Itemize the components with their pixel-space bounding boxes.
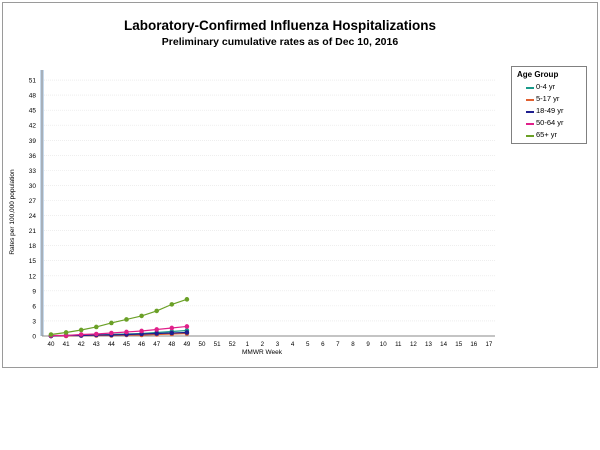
x-tick-label: 47 (153, 341, 160, 348)
x-tick-label: 17 (485, 341, 492, 348)
y-axis-label: Rates per 100,000 population (9, 169, 16, 255)
data-point (109, 320, 114, 326)
y-tick-label: 9 (32, 288, 36, 295)
x-tick-label: 50 (199, 341, 206, 348)
legend-label: 5-17 yr (536, 94, 560, 103)
x-tick-label: 51 (214, 341, 221, 348)
y-tick-label: 48 (29, 93, 37, 100)
x-tick-label: 40 (48, 341, 55, 348)
y-tick-label: 6 (32, 303, 36, 310)
legend-item: 5-17 yr (526, 93, 586, 105)
data-point (169, 330, 175, 336)
data-point (139, 328, 144, 334)
x-tick-label: 42 (78, 341, 85, 348)
data-point (94, 331, 99, 337)
legend-label: 0-4 yr (536, 82, 556, 91)
legend: Age Group 0-4 yr 5-17 yr 18-49 yr 50-64 yr 6… (511, 66, 587, 144)
chart-title: Laboratory-Confirmed Influenza Hospitali… (123, 18, 437, 33)
data-point (154, 308, 159, 314)
data-point (78, 332, 84, 337)
x-tick-label: 16 (470, 341, 477, 348)
data-point (48, 332, 54, 337)
legend-item: 18-49 yr (526, 105, 586, 117)
y-tick-label: 33 (29, 168, 37, 175)
chart-subtitle: Preliminary cumulative rates as of Dec 1… (161, 36, 399, 48)
data-point (184, 324, 190, 329)
legend-swatch (526, 135, 534, 137)
y-tick-label: 39 (29, 138, 37, 145)
y-tick-label: 0 (32, 334, 36, 341)
x-tick-label: 46 (138, 341, 145, 348)
series-line (51, 325, 187, 337)
data-point (169, 302, 175, 307)
series-lines (48, 297, 190, 339)
x-tick-label: 52 (229, 341, 236, 348)
x-axis-label: MMWR Week (242, 349, 283, 356)
legend-swatch (526, 87, 534, 89)
legend-swatch (526, 111, 534, 113)
x-tick-label: 1 (246, 341, 250, 348)
data-point (169, 325, 175, 331)
legend-swatch (526, 123, 534, 125)
x-tick-labels: 40 41 42 43 44 45 46 47 48 49 50 51 52 1 2 3 4 5 6 7 8 9 10 11 1… (48, 341, 493, 348)
y-tick-label: 27 (29, 198, 37, 205)
data-point (94, 324, 99, 330)
data-point (139, 313, 144, 319)
x-tick-label: 44 (108, 341, 115, 348)
data-point (184, 297, 190, 302)
x-tick-label: 15 (455, 341, 462, 348)
data-point (63, 330, 69, 335)
legend-title: Age Group (517, 70, 559, 79)
x-tick-label: 41 (63, 341, 70, 348)
y-tick-label: 30 (29, 183, 37, 190)
y-tick-label: 3 (32, 318, 36, 325)
x-tick-label: 11 (395, 341, 402, 348)
y-tick-label: 42 (29, 123, 37, 130)
x-tick-label: 6 (321, 341, 325, 348)
legend-label: 65+ yr (536, 130, 558, 139)
legend-item: 50-64 yr (526, 117, 586, 129)
x-tick-label: 4 (291, 341, 295, 348)
data-point (124, 317, 129, 322)
x-tick-label: 12 (410, 341, 417, 348)
gridlines (42, 79, 495, 322)
y-tick-label: 18 (29, 243, 37, 250)
y-tick-label: 21 (29, 228, 37, 235)
data-point (184, 330, 190, 335)
x-tick-label: 3 (276, 341, 280, 348)
legend-swatch (526, 99, 534, 101)
data-point (109, 330, 114, 336)
x-tick-label: 49 (183, 341, 190, 348)
x-tick-label: 5 (306, 341, 310, 348)
x-tick-label: 45 (123, 341, 130, 348)
legend-label: 18-49 yr (536, 106, 564, 115)
chart-frame (2, 2, 598, 368)
legend-item: 0-4 yr (526, 81, 586, 93)
data-point (154, 331, 159, 336)
x-tick-label: 48 (168, 341, 175, 348)
y-tick-label: 36 (29, 153, 37, 160)
y-tick-label: 24 (29, 213, 37, 220)
series-line (50, 298, 188, 336)
x-tick-label: 10 (380, 341, 387, 348)
data-point (124, 329, 129, 335)
legend-label: 50-64 yr (536, 118, 564, 127)
data-point (154, 327, 159, 332)
legend-items: 0-4 yr 5-17 yr 18-49 yr 50-64 yr 65+ yr (512, 81, 586, 141)
data-point (78, 327, 84, 333)
y-tick-label: 15 (29, 258, 37, 265)
x-tick-label: 43 (93, 341, 100, 348)
x-tick-label: 8 (351, 341, 355, 348)
y-tick-label: 45 (29, 108, 37, 115)
x-tick-label: 13 (425, 341, 432, 348)
x-tick-label: 7 (336, 341, 340, 348)
x-tick-label: 2 (261, 341, 265, 348)
x-tick-label: 9 (366, 341, 370, 348)
y-tick-label: 12 (29, 273, 37, 280)
x-tick-label: 14 (440, 341, 447, 348)
y-tick-label: 51 (29, 78, 37, 85)
legend-item: 65+ yr (526, 129, 586, 141)
